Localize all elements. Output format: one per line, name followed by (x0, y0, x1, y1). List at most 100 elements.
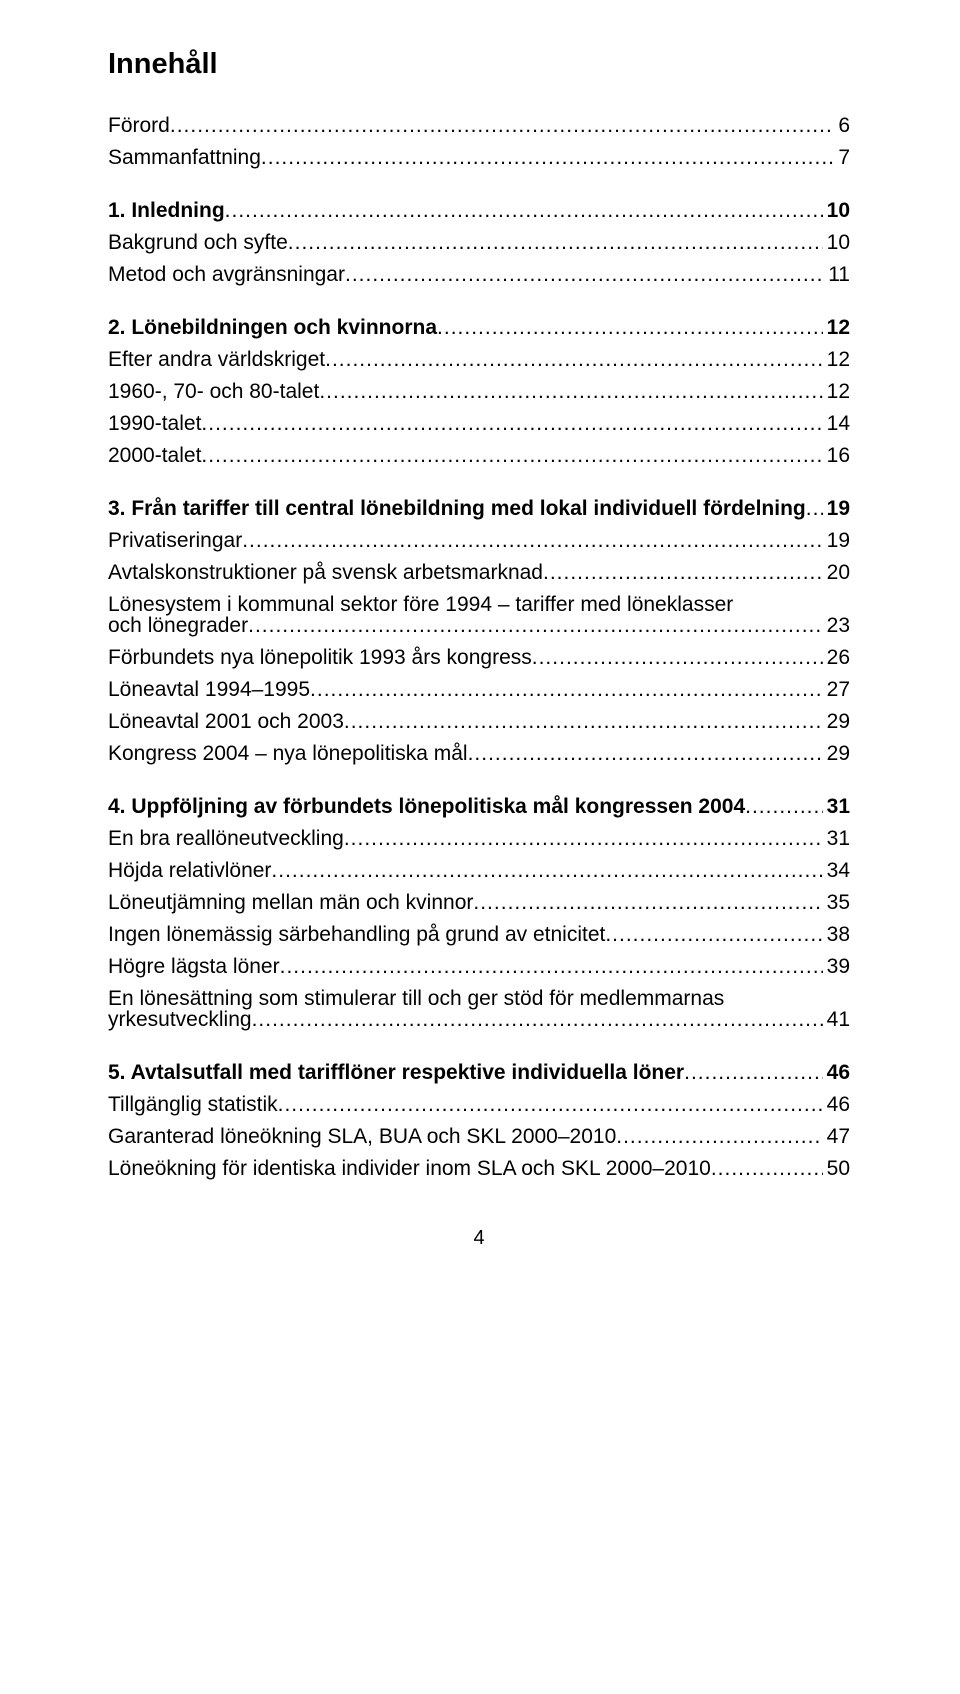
toc-page: 26 (823, 647, 850, 668)
toc-label: Högre lägsta löner (108, 956, 280, 977)
table-of-contents: Förord 6 Sammanfattning 7 1. Inledning10 Bakg… (108, 115, 850, 1179)
toc-entry: 1. Inledning10 (108, 200, 850, 221)
toc-entry: Tillgänglig statistik 46 (108, 1094, 850, 1115)
toc-page: 39 (823, 956, 850, 977)
toc-label: Sammanfattning (108, 147, 261, 168)
toc-entry: och lönegrader23 (108, 615, 850, 636)
toc-page: 46 (823, 1094, 850, 1115)
toc-page: 38 (823, 924, 850, 945)
toc-entry: 5. Avtalsutfall med tarifflöner respekti… (108, 1062, 850, 1083)
toc-label: Garanterad löneökning SLA, BUA och SKL 2… (108, 1126, 616, 1147)
toc-leader-dots (344, 828, 823, 849)
toc-label: En bra reallöneutveckling (108, 828, 344, 849)
page-number: 4 (108, 1227, 850, 1250)
toc-entry: Ingen lönemässig särbehandling på grund … (108, 924, 850, 945)
toc-entry: Löneutjämning mellan män och kvinnor 35 (108, 892, 850, 913)
toc-page: 23 (823, 615, 850, 636)
toc-label: Privatiseringar (108, 530, 242, 551)
toc-entry: Löneavtal 2001 och 2003 29 (108, 711, 850, 732)
toc-leader-dots (252, 1009, 823, 1030)
toc-entry: Kongress 2004 – nya lönepolitiska mål 29 (108, 743, 850, 764)
toc-label: Metod och avgränsningar (108, 264, 345, 285)
toc-label: Förbundets nya lönepolitik 1993 års kong… (108, 647, 532, 668)
toc-leader-dots (288, 232, 823, 253)
toc-page: 31 (823, 828, 850, 849)
toc-label: 5. Avtalsutfall med tarifflöner respekti… (108, 1062, 684, 1083)
toc-label: Löneavtal 2001 och 2003 (108, 711, 344, 732)
toc-page: 6 (834, 115, 850, 136)
toc-leader-dots (543, 562, 823, 583)
toc-leader-dots (605, 924, 822, 945)
toc-leader-dots (616, 1126, 822, 1147)
toc-leader-dots (310, 679, 823, 700)
toc-leader-dots (345, 264, 824, 285)
toc-page: 41 (823, 1009, 850, 1030)
toc-page: 14 (823, 413, 850, 434)
toc-leader-dots (201, 445, 822, 466)
toc-label: 2. Lönebildningen och kvinnorna (108, 317, 437, 338)
toc-page: 19 (823, 498, 850, 519)
toc-page: 35 (823, 892, 850, 913)
toc-entry: Bakgrund och syfte 10 (108, 232, 850, 253)
toc-entry: yrkesutveckling41 (108, 1009, 850, 1030)
toc-leader-dots (271, 860, 822, 881)
toc-leader-dots (248, 615, 823, 636)
toc-page: 16 (823, 445, 850, 466)
toc-page: 47 (823, 1126, 850, 1147)
toc-leader-dots (201, 413, 822, 434)
toc-entry: En bra reallöneutveckling 31 (108, 828, 850, 849)
toc-leader-dots (261, 147, 834, 168)
toc-leader-dots (170, 115, 834, 136)
toc-entry: Högre lägsta löner 39 (108, 956, 850, 977)
toc-page: 12 (823, 381, 850, 402)
toc-page: 50 (823, 1158, 850, 1179)
toc-leader-dots (468, 743, 823, 764)
toc-entry: Metod och avgränsningar 11 (108, 264, 850, 285)
toc-page: 12 (823, 349, 850, 370)
toc-entry: Garanterad löneökning SLA, BUA och SKL 2… (108, 1126, 850, 1147)
toc-label: Löneavtal 1994–1995 (108, 679, 310, 700)
toc-leader-dots (473, 892, 822, 913)
toc-label: 1990-talet (108, 413, 201, 434)
toc-entry: Höjda relativlöner 34 (108, 860, 850, 881)
toc-leader-dots (242, 530, 822, 551)
toc-entry: 3. Från tariffer till central lönebildni… (108, 498, 850, 519)
toc-entry: 2. Lönebildningen och kvinnorna 12 (108, 317, 850, 338)
toc-entry-line1: En lönesättning som stimulerar till och … (108, 988, 850, 1009)
toc-page: 10 (823, 232, 850, 253)
toc-entry: Löneavtal 1994–199527 (108, 679, 850, 700)
toc-entry: Löneökning för identiska individer inom … (108, 1158, 850, 1179)
toc-leader-dots (225, 200, 823, 221)
toc-label: Bakgrund och syfte (108, 232, 288, 253)
toc-page: 29 (823, 743, 850, 764)
toc-leader-dots (278, 1094, 823, 1115)
toc-label: Löneökning för identiska individer inom … (108, 1158, 711, 1179)
toc-leader-dots (745, 796, 823, 817)
toc-entry: Privatiseringar19 (108, 530, 850, 551)
toc-entry: Förbundets nya lönepolitik 1993 års kong… (108, 647, 850, 668)
toc-page: 29 (823, 711, 850, 732)
toc-page: 46 (823, 1062, 850, 1083)
toc-entry: Efter andra världskriget 12 (108, 349, 850, 370)
toc-leader-dots (344, 711, 823, 732)
toc-label: Avtalskonstruktioner på svensk arbetsmar… (108, 562, 543, 583)
toc-leader-dots (711, 1158, 823, 1179)
toc-label: 3. Från tariffer till central lönebildni… (108, 498, 806, 519)
toc-label: Kongress 2004 – nya lönepolitiska mål (108, 743, 468, 764)
toc-label: Tillgänglig statistik (108, 1094, 278, 1115)
toc-label: Efter andra världskriget (108, 349, 325, 370)
toc-label: Höjda relativlöner (108, 860, 271, 881)
toc-entry: Avtalskonstruktioner på svensk arbetsmar… (108, 562, 850, 583)
toc-page: 20 (823, 562, 850, 583)
toc-page: 12 (823, 317, 850, 338)
toc-page: 34 (823, 860, 850, 881)
toc-entry-line1: Lönesystem i kommunal sektor före 1994 –… (108, 594, 850, 615)
toc-label: Förord (108, 115, 170, 136)
toc-leader-dots (319, 381, 822, 402)
toc-page: 7 (834, 147, 850, 168)
toc-label: Löneutjämning mellan män och kvinnor (108, 892, 473, 913)
toc-entry: 2000-talet16 (108, 445, 850, 466)
toc-page: 11 (824, 264, 850, 285)
toc-leader-dots (806, 498, 823, 519)
toc-leader-dots (280, 956, 823, 977)
